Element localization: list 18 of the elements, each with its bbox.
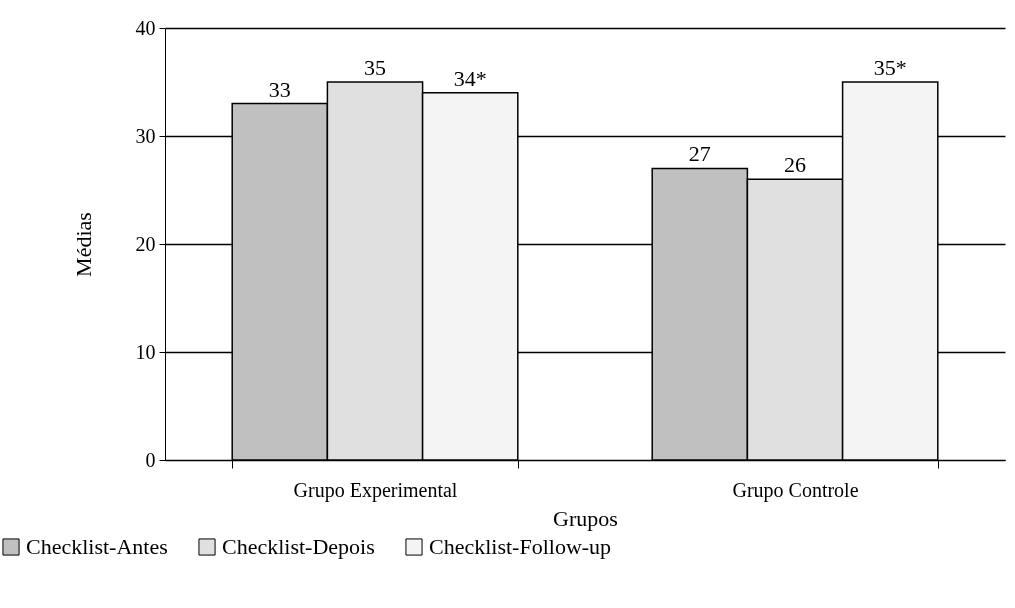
y-tick-label: 0 <box>145 448 156 471</box>
y-tick-label: 30 <box>135 124 156 147</box>
data-label: 35 <box>364 55 386 80</box>
y-tick-label: 40 <box>135 16 156 39</box>
legend-label: Checklist-Follow-up <box>429 534 612 559</box>
legend-label: Checklist-Antes <box>26 534 168 559</box>
y-axis-title: Médias <box>70 212 96 277</box>
data-label: 34* <box>453 65 487 91</box>
legend-label: Checklist-Depois <box>222 534 375 559</box>
data-label: 33 <box>268 76 291 102</box>
x-axis-title: Grupos <box>553 505 618 531</box>
data-label: 27 <box>688 141 711 167</box>
x-tick-label: Grupo Controle <box>732 478 859 502</box>
data-label: 26 <box>784 152 806 178</box>
y-tick-label: 10 <box>135 340 156 363</box>
x-tick-label: Grupo Experimental <box>293 478 458 502</box>
data-label: 35* <box>873 55 907 80</box>
y-tick-label: 20 <box>135 232 156 255</box>
